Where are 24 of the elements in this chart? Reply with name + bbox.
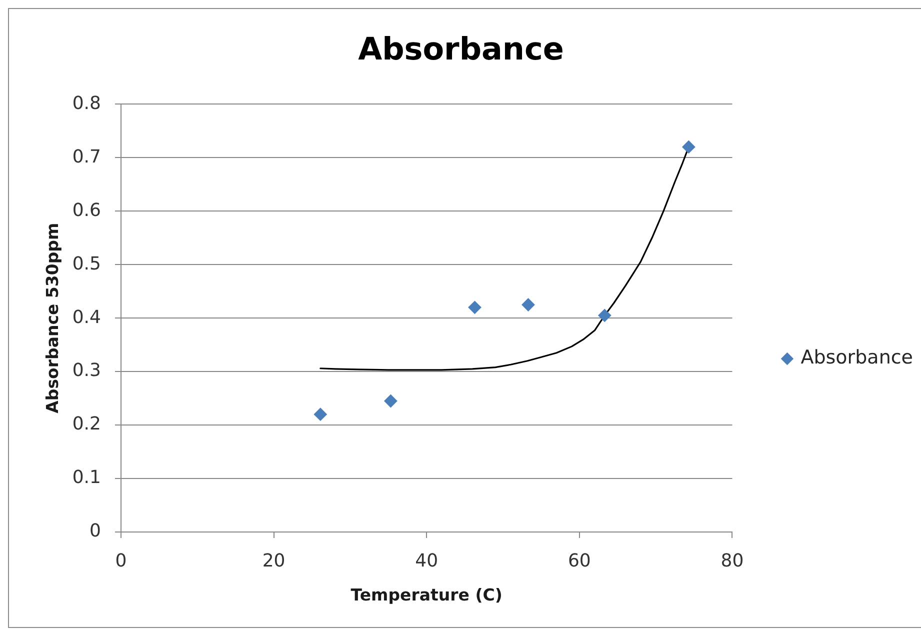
x-tick-label: 60 [568,550,591,572]
point [522,298,535,312]
y-tick-label: 0.4 [72,306,101,328]
y-tick-label: 0 [90,520,101,542]
x-tick-label: 0 [115,550,127,572]
point [314,408,327,421]
point [384,394,398,408]
x-axis-title: Temperature (C) [350,585,502,604]
point [468,300,482,314]
y-axis-title: Absorbance 530ppm [43,222,62,414]
point [598,308,612,322]
point [682,140,696,154]
chart-title: Absorbance [358,32,564,68]
y-tick-label: 0.5 [72,253,101,274]
x-tick-label: 40 [415,550,438,572]
x-tick-label: 20 [262,550,286,572]
y-tick-label: 0.7 [72,146,101,168]
y-tick-label: 0.1 [72,467,101,488]
legend-label: Absorbance [800,346,914,369]
y-tick-label: 0.2 [72,414,101,435]
y-tick-label: 0.3 [72,360,101,382]
x-tick-label: 80 [720,550,744,572]
y-tick-label: 0.6 [72,200,101,221]
y-tick-label: 0.8 [72,92,101,114]
